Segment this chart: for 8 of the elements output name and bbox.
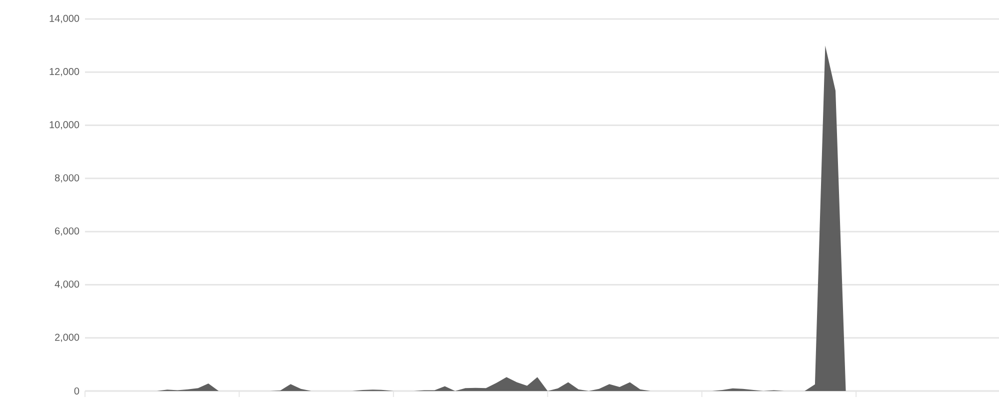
y-tick-label: 8,000 bbox=[54, 174, 80, 183]
y-tick-label: 6,000 bbox=[55, 227, 80, 236]
y-tick-label: 10,000 bbox=[50, 121, 80, 130]
y-tick-label: 0 bbox=[74, 387, 80, 395]
y-tick-label: 14,000 bbox=[50, 14, 80, 24]
y-tick-label: 4,000 bbox=[54, 280, 80, 289]
y-tick-label: 2,000 bbox=[55, 334, 80, 342]
y-tick-label: 12,000 bbox=[50, 68, 80, 76]
